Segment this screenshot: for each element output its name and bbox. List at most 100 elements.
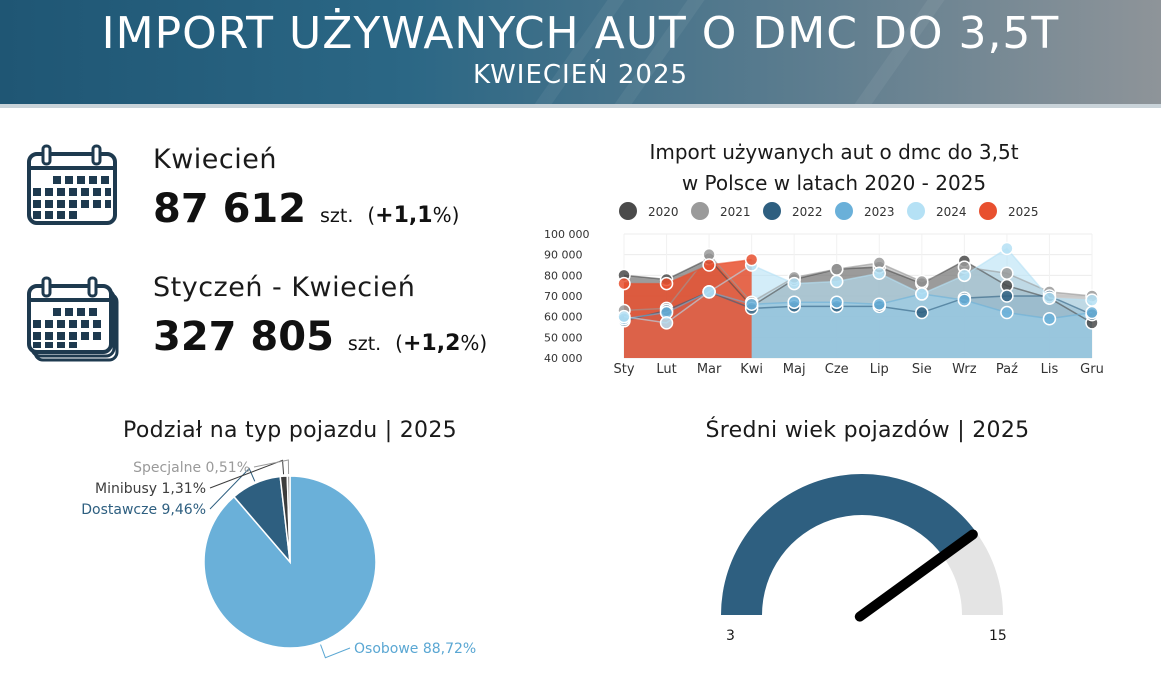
page-subtitle: KWIECIEŃ 2025 <box>472 60 689 90</box>
y-tick-label: 90 000 <box>544 249 583 262</box>
import-area-chart: Import używanych aut o dmc do 3,5t w Pol… <box>544 140 1104 377</box>
point-2023 <box>1000 305 1014 320</box>
legend-marker-2024 <box>907 202 925 220</box>
point-2024 <box>1042 291 1057 305</box>
area-chart-y-axis: 100 000 90 000 80 000 70 000 60 000 50 000 40 … <box>544 228 590 365</box>
kpi-ytd-change: +1,2 <box>402 331 461 356</box>
point-2024 <box>1085 293 1099 307</box>
avg-age-gauge: 3 15 <box>721 474 1007 644</box>
line-2025 <box>624 258 752 285</box>
point-2025 <box>702 258 716 272</box>
pie-slice-specjalne <box>286 475 291 563</box>
kpi-month-value: 87 612 szt. (+1,1%) <box>153 186 460 232</box>
kpi-month-unit: szt. <box>320 205 354 227</box>
x-tick-label: Cze <box>825 362 849 377</box>
x-tick-label: Maj <box>783 362 806 377</box>
point-2021 <box>829 262 844 276</box>
pie-label-specjalne: Specjalne 0,51% <box>133 460 250 476</box>
point-2024 <box>617 309 631 324</box>
vehicle-type-pie-chart: Osobowe 88,72% Dostawcze 9,46% Minibusy 1,… <box>81 459 476 659</box>
area-chart-title-line1: Import używanych aut o dmc do 3,5t <box>649 140 1018 164</box>
point-2023 <box>1085 305 1099 320</box>
x-tick-label: Lip <box>870 362 889 377</box>
y-tick-label: 40 000 <box>544 352 583 365</box>
point-2023 <box>829 295 844 309</box>
pie-label-minibusy: Minibusy 1,31% <box>95 481 206 497</box>
legend-label-2025: 2025 <box>1008 205 1039 219</box>
legend-marker-2025 <box>979 202 997 220</box>
kpi-month-change: +1,1 <box>375 203 433 228</box>
x-tick-label: Lut <box>656 362 676 377</box>
point-2025 <box>617 276 631 291</box>
calendar-stack-icon <box>27 276 119 362</box>
pie-leader-osobowe <box>320 644 351 659</box>
pie-leader-dostawcze <box>209 467 256 510</box>
point-2022 <box>1000 289 1014 303</box>
kpi-ytd-percent: % <box>460 331 480 355</box>
point-2024 <box>787 276 801 291</box>
point-2025 <box>659 276 674 291</box>
pie-leader-specjalne <box>253 459 290 475</box>
kpi-ytd-label: Styczeń - Kwiecień <box>153 272 416 303</box>
x-tick-label: Mar <box>697 362 722 377</box>
kpi-ytd-number: 327 805 <box>153 314 334 360</box>
page-title: IMPORT UŻYWANYCH AUT O DMC DO 3,5T <box>101 8 1060 59</box>
pie-slices <box>203 475 377 649</box>
legend-label-2021: 2021 <box>720 205 751 219</box>
point-2024 <box>957 268 972 283</box>
legend-label-2020: 2020 <box>648 205 679 219</box>
line-2020 <box>623 257 1093 324</box>
point-2024 <box>1000 241 1014 256</box>
pie-label-dostawcze: Dostawcze 9,46% <box>81 502 206 518</box>
x-tick-label: Paź <box>996 362 1018 377</box>
gauge-min-label: 3 <box>726 628 735 644</box>
y-tick-label: 80 000 <box>544 269 583 282</box>
y-tick-label: 60 000 <box>544 311 583 324</box>
y-tick-label: 50 000 <box>544 331 583 344</box>
legend-marker-2023 <box>835 202 853 220</box>
point-2023 <box>787 295 801 309</box>
point-2024 <box>829 274 844 289</box>
pie-labels: Osobowe 88,72% Dostawcze 9,46% Minibusy 1,… <box>81 459 476 659</box>
point-2024 <box>659 316 674 330</box>
pie-leader-minibusy <box>209 459 285 489</box>
point-2021 <box>1000 266 1014 281</box>
point-2024 <box>915 287 929 301</box>
x-tick-label: Sie <box>912 362 932 377</box>
gauge-fill <box>721 474 977 615</box>
legend-label-2023: 2023 <box>864 205 895 219</box>
calendar-icon <box>27 144 117 225</box>
x-tick-label: Kwi <box>740 362 763 377</box>
area-chart-x-axis: Sty Lut Mar Kwi Maj Cze Lip Sie Wrz Paź Lis Gru <box>613 362 1103 377</box>
x-tick-label: Wrz <box>952 362 977 377</box>
kpi-month-number: 87 612 <box>153 186 307 232</box>
point-2023 <box>872 297 887 312</box>
point-2023 <box>744 297 759 312</box>
point-2024 <box>872 266 887 281</box>
y-tick-label: 70 000 <box>544 290 583 303</box>
point-2023 <box>1042 311 1057 326</box>
kpi-month-label: Kwiecień <box>153 144 277 175</box>
x-tick-label: Gru <box>1080 362 1104 377</box>
y-tick-label: 100 000 <box>544 228 590 241</box>
kpi-ytd-unit: szt. <box>347 333 382 355</box>
legend-marker-2022 <box>763 202 781 220</box>
point-2022 <box>915 305 929 320</box>
x-tick-label: Lis <box>1041 362 1059 377</box>
x-tick-label: Sty <box>613 362 634 377</box>
point-2024 <box>702 285 716 299</box>
legend-label-2024: 2024 <box>936 205 967 219</box>
kpi-ytd-value: 327 805 szt. (+1,2%) <box>153 314 488 360</box>
line-2021 <box>623 253 1093 312</box>
pie-chart-title: Podział na typ pojazdu | 2025 <box>123 418 457 443</box>
area-chart-title-line2: w Polsce w latach 2020 - 2025 <box>682 171 986 195</box>
gauge-max-label: 15 <box>989 628 1007 644</box>
legend-label-2022: 2022 <box>792 205 823 219</box>
point-2025 <box>744 252 759 267</box>
area-chart-series <box>617 241 1099 358</box>
area-chart-legend: 2020 2021 2022 2023 2024 2025 <box>619 202 1039 220</box>
legend-marker-2020 <box>619 202 637 220</box>
line-2023 <box>623 291 1093 320</box>
gauge-needle <box>854 529 978 622</box>
gauge-title: Średni wiek pojazdów | 2025 <box>705 418 1030 443</box>
